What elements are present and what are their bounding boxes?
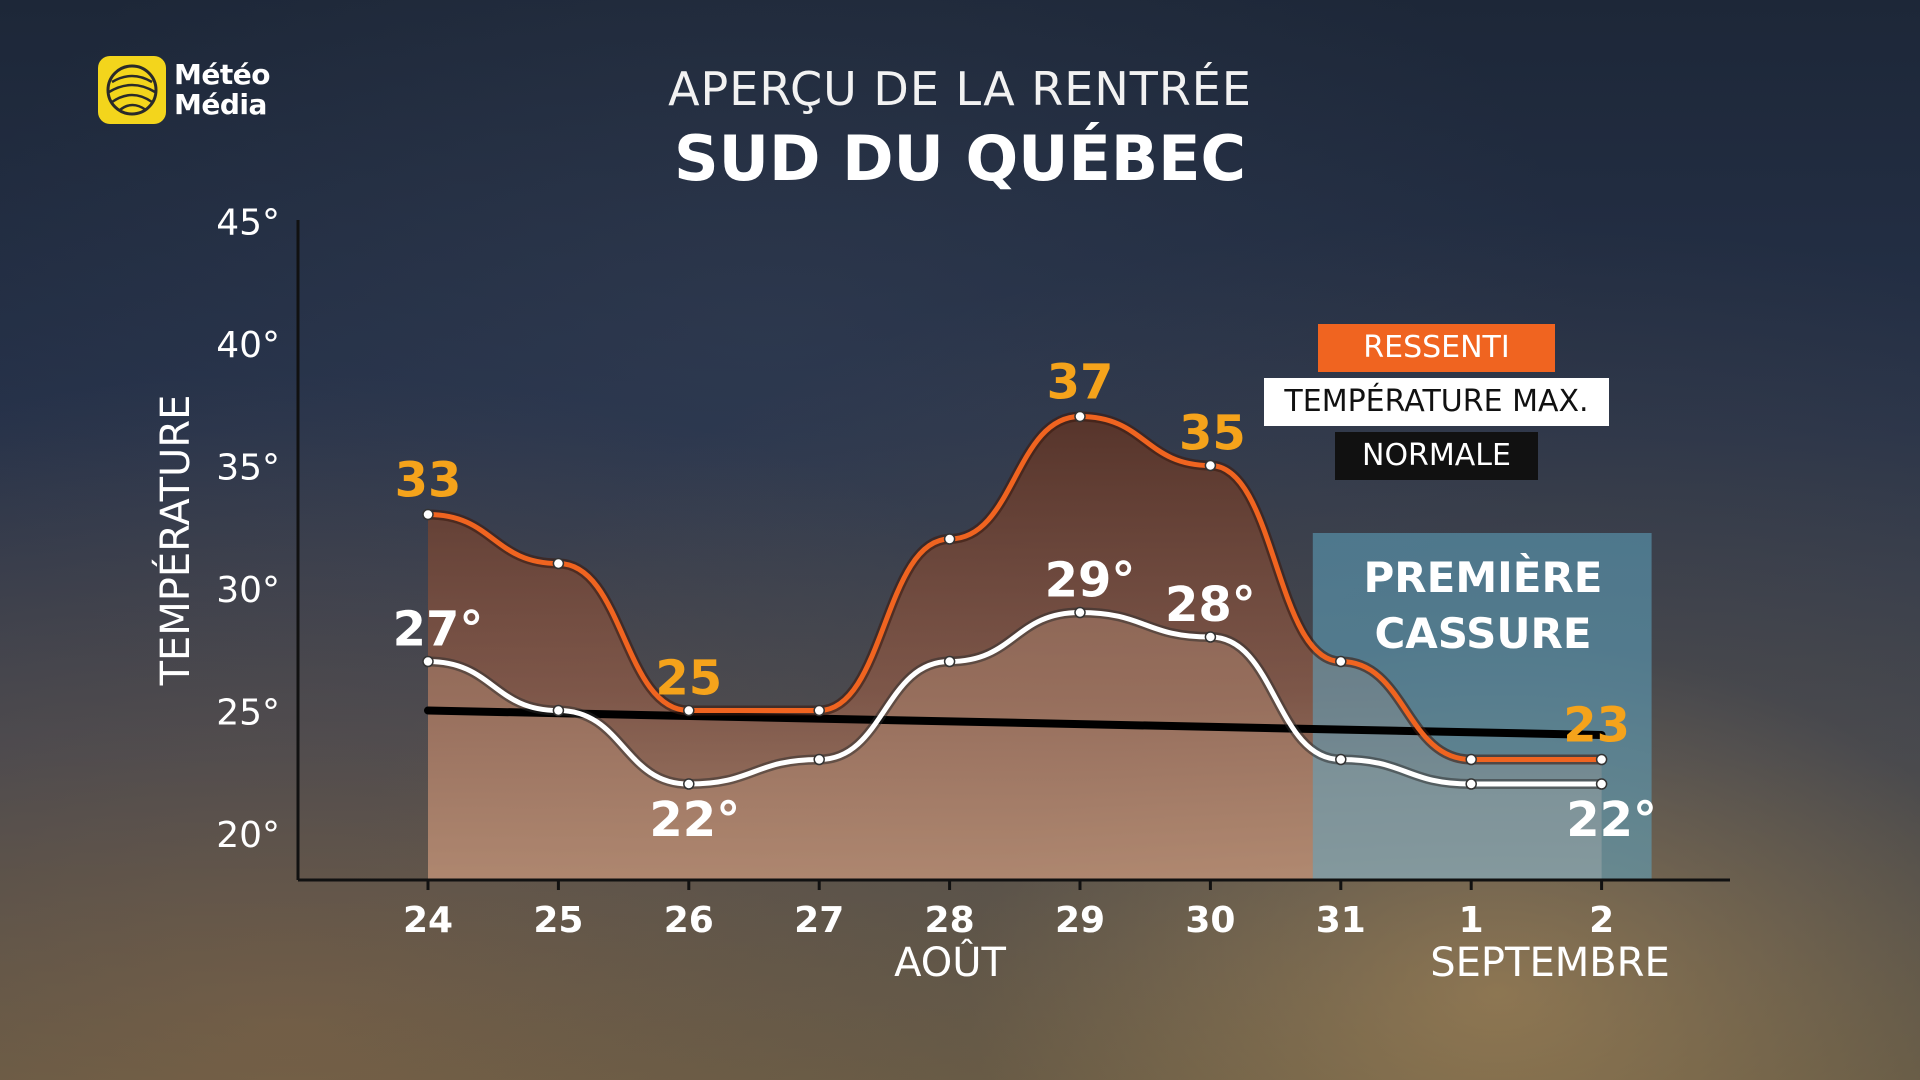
y-tick-label: 20° (216, 815, 280, 856)
x-tick-label: 25 (533, 900, 583, 941)
ressenti-point (422, 508, 434, 521)
ressenti-point (683, 704, 695, 717)
meteomedia-logo: Météo Média (98, 56, 288, 126)
legend-ressenti: RESSENTI (1318, 324, 1555, 372)
x-tick-label: 2 (1589, 900, 1614, 941)
tmax-point (1595, 778, 1608, 790)
y-tick-label: 25° (216, 693, 280, 734)
tmax-data-label: 28° (1165, 577, 1256, 633)
x-tick-label: 30 (1185, 900, 1235, 941)
x-tick-label: 29 (1055, 900, 1105, 941)
tmax-point (1074, 606, 1086, 619)
y-axis-label: TEMPÉRATURE (153, 394, 199, 686)
tmax-point (683, 778, 695, 790)
cassure-line2: CASSURE (1374, 609, 1592, 658)
x-tick-label: 28 (925, 900, 975, 941)
month-label-septembre: SEPTEMBRE (1430, 940, 1670, 986)
chart-subtitle: SUD DU QUÉBEC (674, 122, 1246, 195)
ressenti-point (1074, 410, 1086, 423)
ressenti-point (1465, 753, 1477, 766)
x-tick-label: 26 (664, 900, 714, 941)
logo-line1: Météo (174, 58, 270, 91)
ressenti-area (428, 416, 1602, 880)
tmax-data-label: 22° (1566, 792, 1657, 848)
ressenti-line (427, 413, 1602, 763)
chart-title: APERÇU DE LA RENTRÉE (668, 62, 1252, 116)
ressenti-point (813, 704, 825, 717)
tmax-point (1465, 778, 1477, 790)
ressenti-data-label: 35 (1179, 406, 1246, 462)
ressenti-data-label: 37 (1047, 355, 1114, 411)
tmax-point (422, 655, 434, 668)
logo-line2: Média (174, 88, 267, 121)
y-tick-label: 45° (216, 203, 280, 244)
cassure-region (1312, 533, 1652, 880)
y-tick-label: 35° (216, 448, 280, 489)
ressenti-data-label: 25 (655, 651, 722, 707)
month-label-aout: AOÛT (894, 940, 1006, 986)
cassure-annotation: PREMIÈRE CASSURE (1313, 550, 1653, 662)
ressenti-point (1335, 655, 1347, 668)
ressenti-point (943, 533, 956, 545)
ressenti-point (552, 557, 565, 570)
legend-normale: NORMALE (1335, 432, 1538, 480)
ressenti-data-label: 23 (1563, 698, 1630, 754)
normale-line (424, 706, 1606, 739)
x-tick-label: 31 (1316, 900, 1366, 941)
y-tick-label: 40° (216, 325, 280, 366)
tmax-point (1335, 753, 1347, 766)
tmax-point (552, 704, 565, 717)
tmax-line (427, 609, 1602, 787)
x-tick-label: 24 (403, 900, 453, 941)
tmax-data-label: 22° (649, 792, 740, 848)
tmax-point (1204, 631, 1217, 643)
tmax-area (428, 612, 1602, 880)
tmax-data-label: 29° (1045, 553, 1136, 609)
ressenti-point (1595, 753, 1608, 766)
ressenti-data-label: 33 (395, 453, 462, 509)
y-tick-label: 30° (216, 570, 280, 611)
logo-text: Météo Média (174, 60, 270, 120)
x-tick-label: 1 (1459, 900, 1484, 941)
globe-icon (98, 56, 166, 124)
tmax-data-label: 27° (393, 602, 484, 658)
tmax-point (943, 655, 956, 668)
legend-temperature-max: TEMPÉRATURE MAX. (1264, 378, 1609, 426)
tmax-point (813, 753, 825, 766)
ressenti-point (1204, 459, 1217, 472)
x-tick-label: 27 (794, 900, 844, 941)
cassure-line1: PREMIÈRE (1363, 553, 1603, 602)
